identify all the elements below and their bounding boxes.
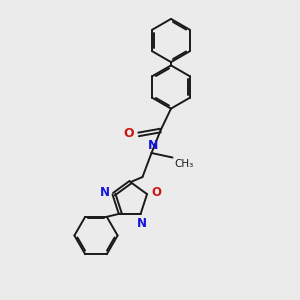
Text: O: O: [124, 127, 134, 140]
Text: N: N: [148, 139, 158, 152]
Text: O: O: [151, 186, 161, 199]
Text: CH₃: CH₃: [174, 159, 193, 169]
Text: N: N: [137, 217, 147, 230]
Text: N: N: [100, 186, 110, 199]
